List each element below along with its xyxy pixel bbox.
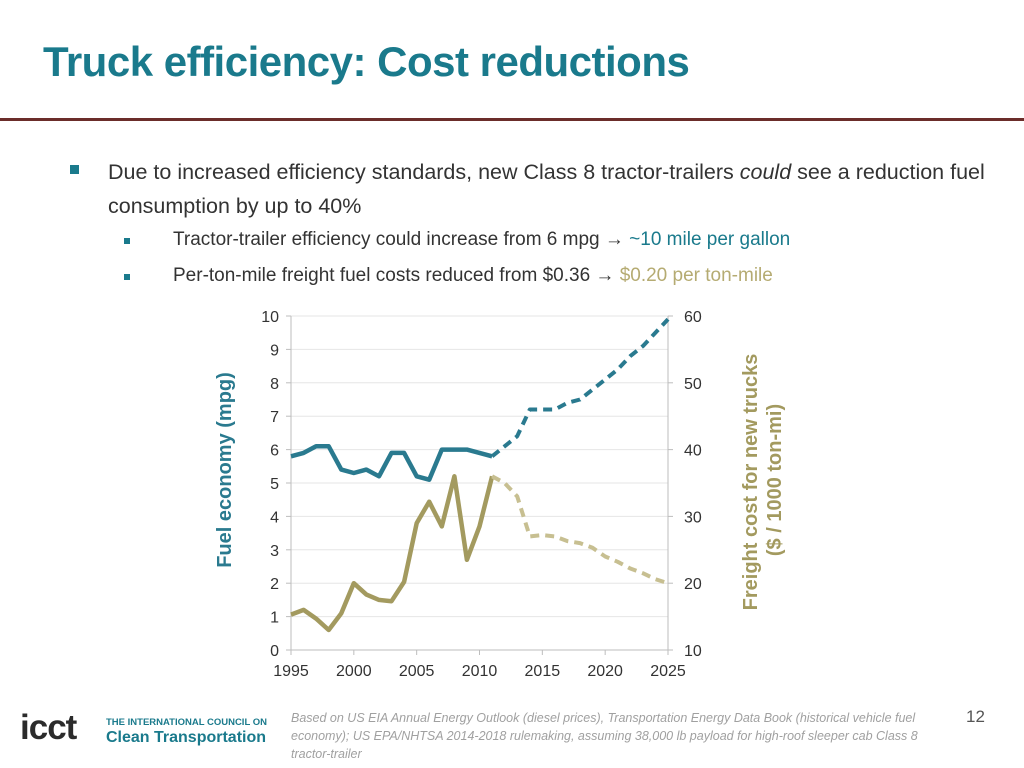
y-left-tick-label: 9: [270, 342, 279, 359]
series-line-fuel-economy-projected: [490, 317, 670, 458]
logo-name: Clean Transportation: [106, 729, 267, 746]
series-line-fuel-economy-historical: [290, 444, 493, 482]
bullet-sub-2: Per-ton-mile freight fuel costs reduced …: [173, 265, 773, 287]
y-left-tick-label: 0: [270, 643, 279, 660]
x-tick-label: 2005: [399, 663, 435, 680]
y-right-tick-label: 10: [684, 643, 702, 660]
bullet-sub-1: Tractor-trailer efficiency could increas…: [173, 229, 790, 251]
y-right-tick-label: 40: [684, 443, 702, 460]
y-left-tick-label: 6: [270, 443, 279, 460]
page-number: 12: [966, 707, 985, 726]
sub-bullet-square-icon: [124, 274, 130, 280]
bullet-sub-1-text: Tractor-trailer efficiency could increas…: [173, 229, 605, 250]
source-footnote: Based on US EIA Annual Energy Outlook (d…: [291, 711, 918, 761]
bullet-main-text-before: Due to increased efficiency standards, n…: [108, 160, 740, 184]
arrow-right-icon: →: [604, 229, 624, 250]
y-right-tick-label: 30: [684, 509, 702, 526]
y-left-tick-label: 7: [270, 409, 279, 426]
slide-title: Truck efficiency: Cost reductions: [43, 38, 690, 85]
bullet-square-icon: [70, 165, 79, 174]
y-right-axis-label-line1: Freight cost for new trucks: [740, 354, 762, 611]
series-line-freight-cost-historical: [290, 474, 495, 633]
x-tick-label: 2010: [462, 663, 498, 680]
x-tick-label: 2015: [525, 663, 561, 680]
bullet-sub-2-highlight: $0.20 per ton-mile: [619, 265, 773, 286]
y-left-tick-label: 1: [270, 610, 279, 627]
bullet-main-text-after: see a reduction fuel consumption by up t…: [108, 160, 985, 218]
logo-tagline: THE INTERNATIONAL COUNCIL ON: [106, 717, 267, 728]
y-right-tick-label: 60: [684, 309, 702, 326]
y-right-tick-label: 20: [684, 576, 702, 593]
x-tick-label: 2000: [336, 663, 372, 680]
y-left-axis-label: Fuel economy (mpg): [214, 372, 236, 568]
y-left-tick-label: 4: [270, 509, 279, 526]
sub-bullet-square-icon: [124, 238, 130, 244]
title-divider: [0, 118, 1024, 121]
y-left-tick-label: 3: [270, 543, 279, 560]
logo-letters: icct: [20, 708, 77, 747]
bullet-sub-2-text: Per-ton-mile freight fuel costs reduced …: [173, 265, 596, 286]
bullet-main: Due to increased efficiency standards, n…: [108, 155, 988, 223]
bullet-sub-1-highlight: ~10 mile per gallon: [629, 229, 791, 250]
y-left-tick-label: 10: [261, 309, 279, 326]
y-left-tick-label: 8: [270, 376, 279, 393]
y-right-tick-label: 50: [684, 376, 702, 393]
series-line-freight-cost-projected: [491, 474, 669, 586]
y-right-axis-label-line2: ($ / 1000 ton-mi): [764, 404, 786, 556]
x-tick-label: 1995: [273, 663, 309, 680]
y-left-tick-label: 2: [270, 576, 279, 593]
x-tick-label: 2025: [650, 663, 686, 680]
y-left-tick-label: 5: [270, 476, 279, 493]
x-tick-label: 2020: [587, 663, 623, 680]
bullet-main-italic: could: [739, 160, 792, 184]
arrow-right-icon: →: [595, 265, 615, 286]
